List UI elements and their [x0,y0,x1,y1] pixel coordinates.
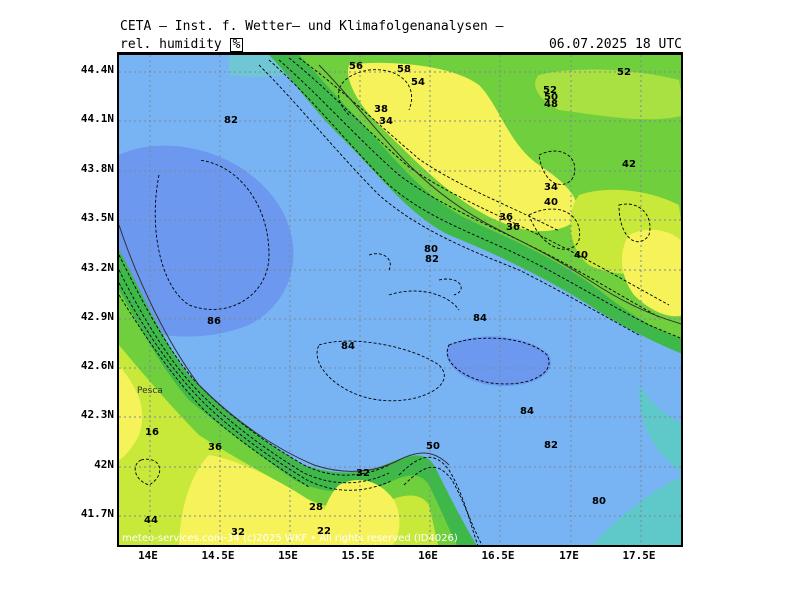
contour-label: 82 [544,440,558,451]
contour-label: 82 [224,115,238,126]
contour-label: 86 [207,316,221,327]
contour-label: 80 [424,244,438,255]
dry-zone [179,455,367,545]
contour-label: 40 [574,250,588,261]
dry-zone [622,229,681,317]
lon-label: 17.5E [622,549,656,562]
header-divider [117,52,683,53]
parameter-label: rel. humidity % [120,37,244,52]
lat-label: 44.1N [80,112,114,125]
copyright-notice: meteo-services.com-34 (c)2025 WKF • All … [122,533,458,544]
high-humidity-patch [446,336,551,386]
lat-label: 43.2N [80,261,114,274]
contour-labels: 56 58 54 52 38 36 34 52 50 48 82 42 34 4… [144,61,636,538]
contour-label: 54 [411,77,425,88]
contour-label: 38 [374,104,388,115]
land-ne-inner [535,69,681,120]
contour-label: 48 [544,99,558,110]
unit-box: % [229,38,244,52]
contour-label: 40 [544,197,558,208]
contour-label: 80 [592,496,606,507]
contour-label: 52 [617,67,631,78]
contour-label: 42 [622,159,636,170]
teal-patch [592,476,681,545]
contour-label: 56 [349,61,363,72]
contour-label: 50 [544,92,558,103]
lon-label: 14.5E [201,549,235,562]
dry-zone [348,62,578,232]
dry-zone [119,365,143,460]
contour-label: 28 [309,502,323,513]
high-humidity-patch [119,145,294,337]
lon-label: 15.5E [341,549,375,562]
contour-label: 52 [543,85,557,96]
lon-label: 16E [418,549,438,562]
graticule [119,55,681,545]
lat-label: 42.9N [80,310,114,323]
parameter-name: rel. humidity [120,37,222,52]
contour-label: 36 [208,442,222,453]
contour-label: 82 [425,254,439,265]
contour-label: 16 [145,427,159,438]
contour-label: 84 [520,406,534,417]
dry-zone [319,480,400,545]
contour-label: 50 [426,441,440,452]
contour-label: 22 [317,526,331,537]
chart-title: CETA – Inst. f. Wetter– und Klimafolgena… [120,19,504,34]
lon-label: 15E [278,549,298,562]
contour-label: 84 [341,341,355,352]
lon-label: 14E [138,549,158,562]
valid-time: 06.07.2025 18 UTC [548,37,682,52]
lat-label: 44.4N [80,63,114,76]
city-label: Pesca [137,386,163,396]
lat-label: 43.8N [80,162,114,175]
contour-label: 58 [397,64,411,75]
coastline-east [318,64,681,325]
contour-label: 32 [231,527,245,538]
contour-label: 32 [356,468,370,479]
contour-label: 36 [506,222,520,233]
lon-label: 17E [559,549,579,562]
coastline-west [119,224,450,472]
contour-label: 34 [379,116,393,127]
lat-label: 43.5N [80,211,114,224]
lat-label: 42N [94,458,114,471]
map-canvas: 56 58 54 52 38 36 34 52 50 48 82 42 34 4… [119,55,681,545]
teal-patch [639,385,681,472]
lat-label: 42.6N [80,359,114,372]
contour-label: 44 [144,515,158,526]
contour-label: 34 [544,182,558,193]
lat-label: 42.3N [80,408,114,421]
contour-label: 36 [499,212,513,223]
contour-label: 84 [473,313,487,324]
humidity-map[interactable]: 56 58 54 52 38 36 34 52 50 48 82 42 34 4… [117,53,683,547]
lat-label: 41.7N [80,507,114,520]
lon-label: 16.5E [481,549,515,562]
